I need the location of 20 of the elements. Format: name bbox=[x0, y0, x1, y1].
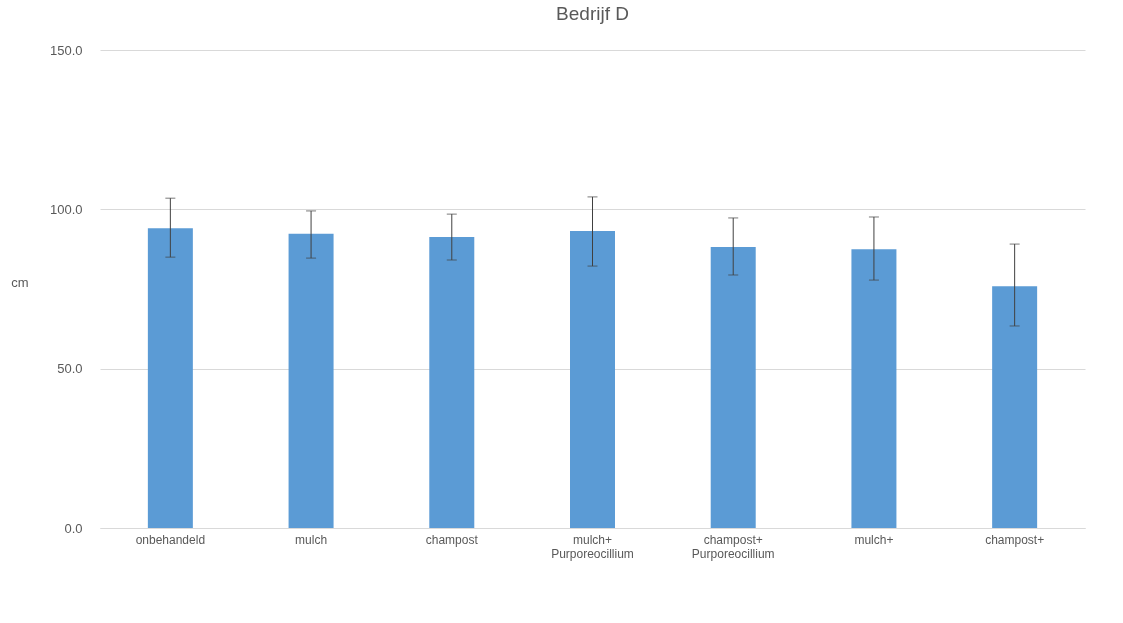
y-tick-label: 50.0 bbox=[57, 361, 83, 377]
bar bbox=[851, 249, 897, 528]
chart-title: Bedrijf D bbox=[556, 3, 629, 24]
bar bbox=[429, 237, 475, 528]
y-tick-label: 100.0 bbox=[49, 201, 83, 217]
x-tick-label: champost+ Purporeocillium bbox=[691, 532, 775, 561]
x-tick-label: mulch+ bbox=[854, 532, 894, 547]
bar bbox=[288, 233, 334, 528]
y-axis-title: cm bbox=[11, 274, 29, 290]
bar bbox=[992, 286, 1038, 528]
y-tick-label: 0.0 bbox=[64, 520, 83, 536]
bar bbox=[710, 246, 756, 528]
x-tick-label: onbehandeld bbox=[135, 532, 206, 547]
x-tick-label: champost bbox=[425, 532, 479, 547]
x-tick-label: mulch+ Purporeocillium bbox=[551, 532, 634, 561]
bar bbox=[570, 231, 615, 528]
y-tick-label: 150.0 bbox=[49, 42, 83, 58]
x-tick-label: mulch bbox=[295, 532, 328, 547]
bar bbox=[147, 228, 193, 528]
x-tick-label: champost+ bbox=[985, 532, 1045, 547]
